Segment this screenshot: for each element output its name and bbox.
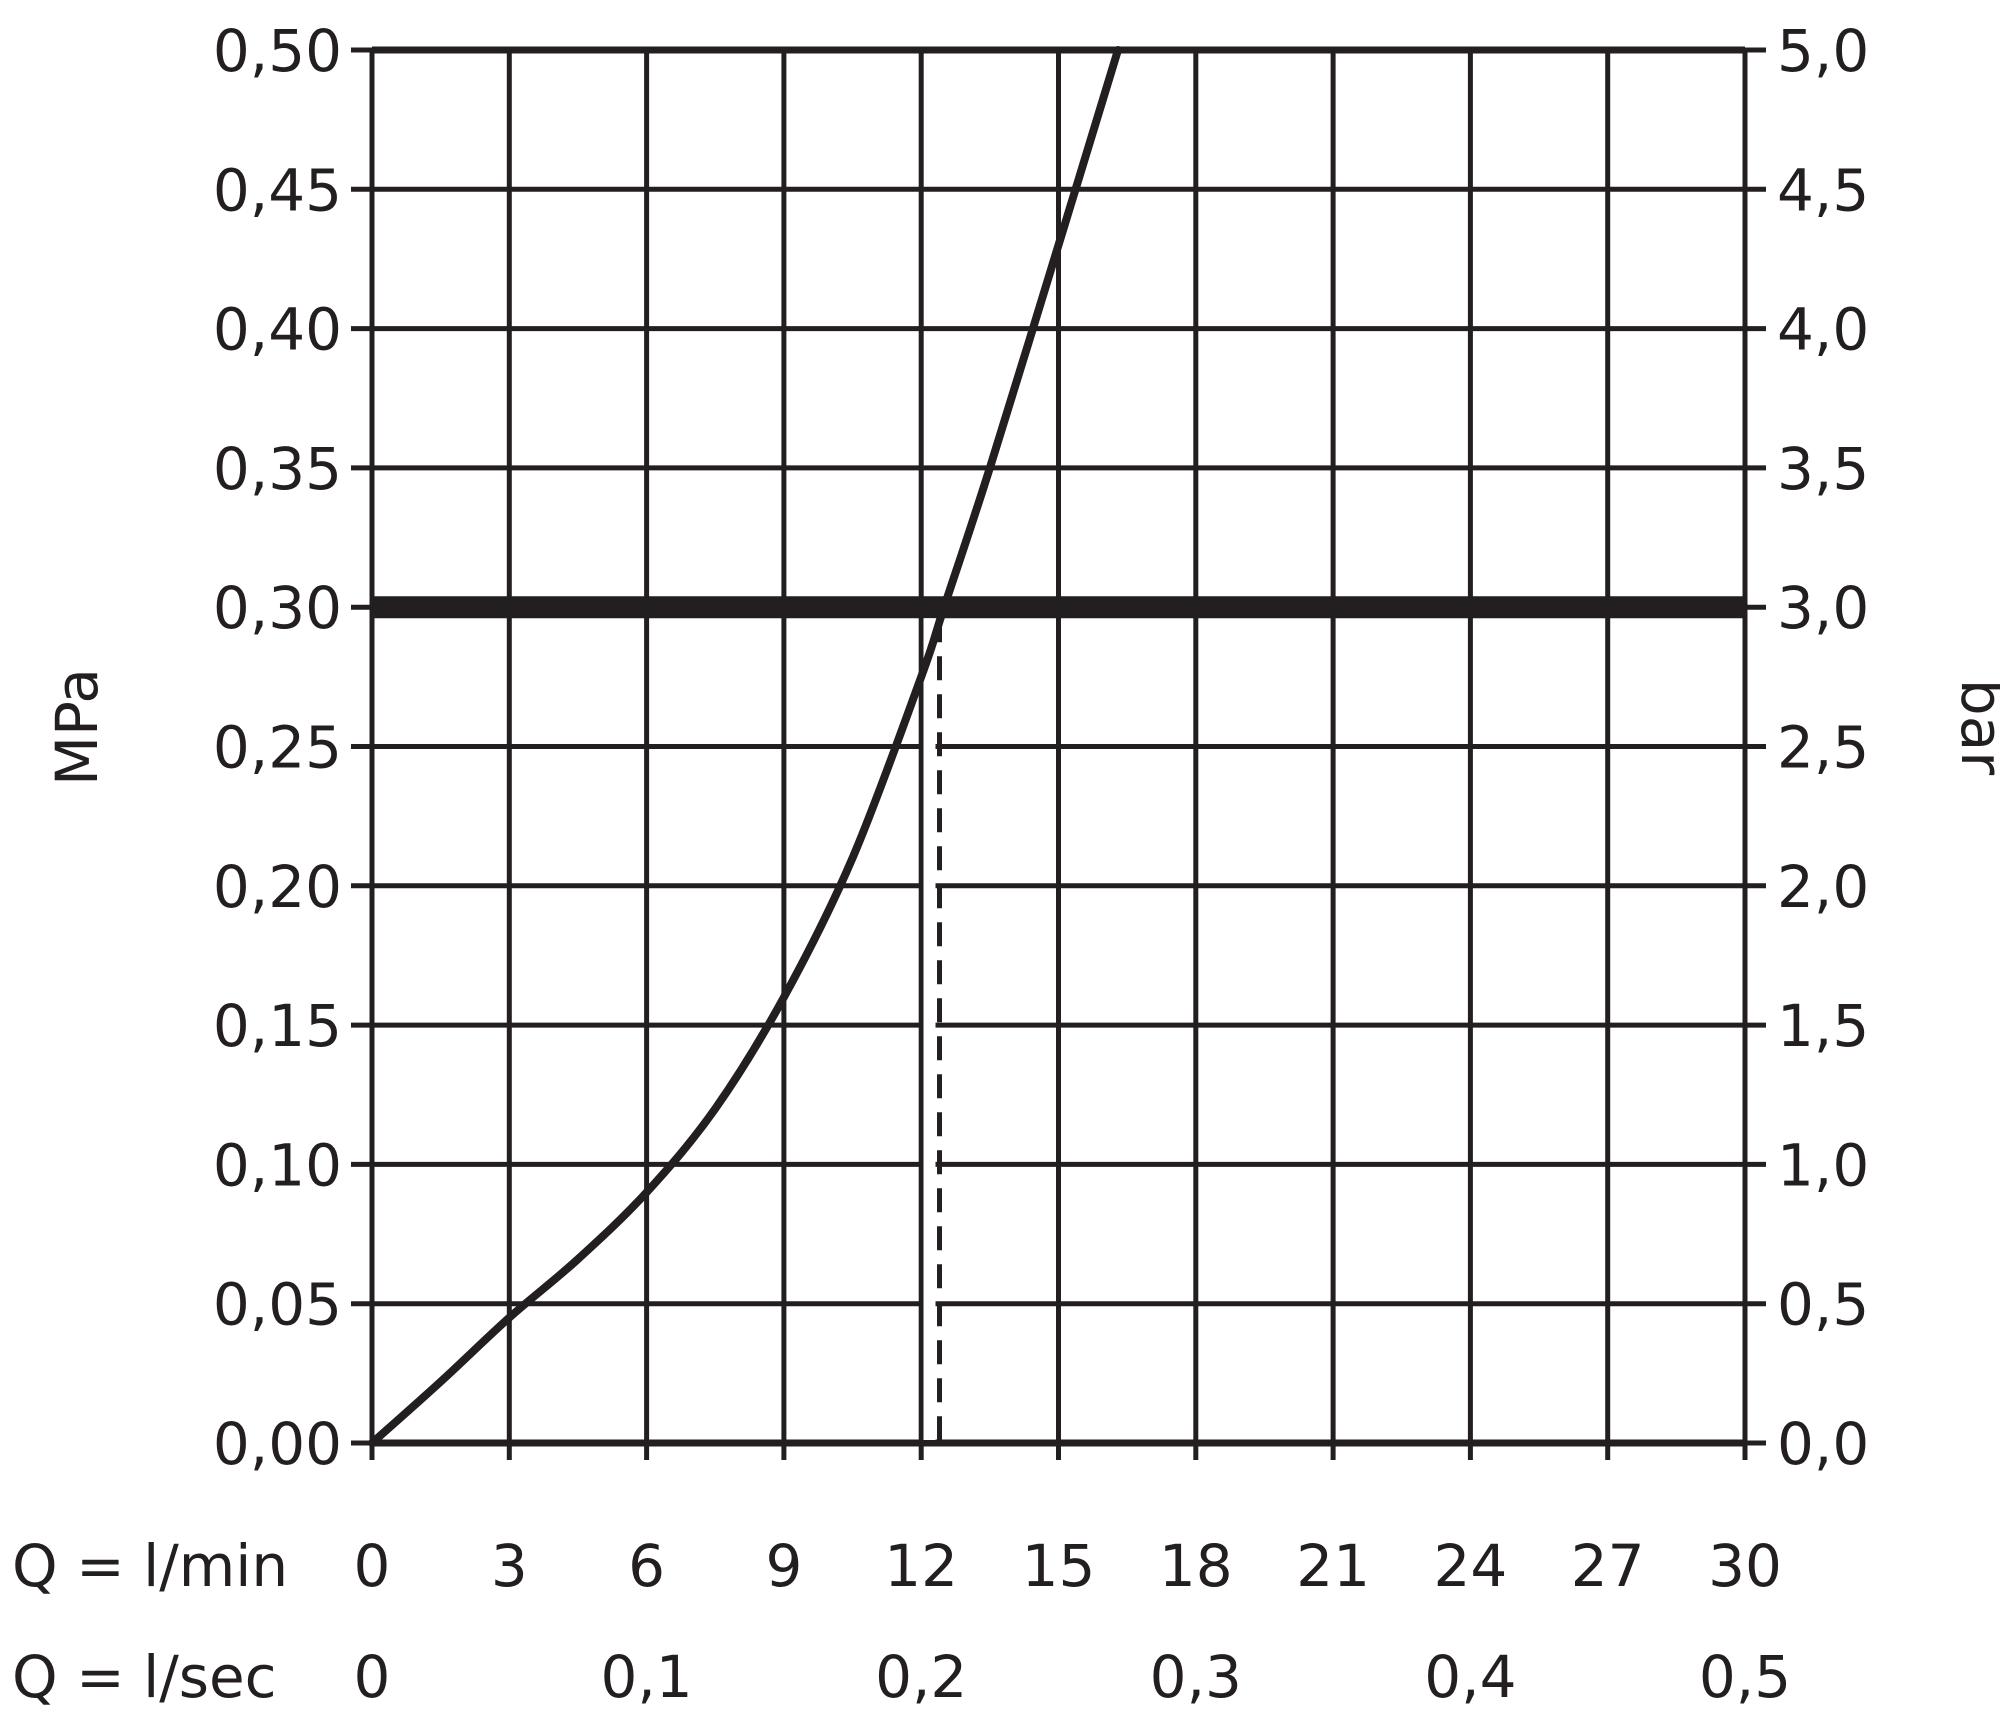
- x-tick-label: 0: [354, 1532, 391, 1600]
- x-secondary-tick-label: 0,4: [1424, 1643, 1516, 1711]
- x-secondary-tick-label: 0,1: [600, 1643, 692, 1711]
- y-right-tick-label: 1,5: [1777, 992, 1869, 1060]
- x-tick-label: 3: [491, 1532, 528, 1600]
- y-left-tick-label: 0,35: [213, 435, 342, 503]
- y-right-tick-label: 2,5: [1777, 714, 1869, 782]
- y-right-tick-label: 1,0: [1777, 1131, 1869, 1199]
- x-tick-label: 18: [1159, 1532, 1233, 1600]
- marker-line-group: [923, 618, 943, 1440]
- x-secondary-tick-label: 0: [354, 1643, 391, 1711]
- y-right-tick-label: 0,5: [1777, 1271, 1869, 1339]
- x-tick-label: 9: [765, 1532, 802, 1600]
- y-left-tick-label: 0,45: [213, 156, 342, 224]
- right-axis-title: bar: [1948, 679, 2000, 775]
- left-axis-title: MPa: [43, 668, 111, 786]
- y-left-tick-label: 0,15: [213, 992, 342, 1060]
- curve-group: [368, 46, 1122, 1447]
- y-right-tick-label: 3,5: [1777, 435, 1869, 503]
- y-left-tick-label: 0,10: [213, 1131, 342, 1199]
- x-secondary-tick-label: 0,2: [875, 1643, 967, 1711]
- x-tick-label: 15: [1022, 1532, 1096, 1600]
- flow-curve: [368, 46, 1122, 1447]
- grid-lines: [351, 46, 1766, 1460]
- x-tick-label: 30: [1708, 1532, 1782, 1600]
- y-right-tick-label: 5,0: [1777, 17, 1869, 85]
- y-right-tick-label: 0,0: [1777, 1410, 1869, 1478]
- x-tick-label: 6: [628, 1532, 665, 1600]
- x-tick-label: 21: [1296, 1532, 1370, 1600]
- x-axis-secondary-title: Q = l/sec: [12, 1643, 277, 1711]
- tick-labels: 0 3 6 9 12 15 18 21 24 27 30 0 0,1 0,2 0,3 0,4 0,5 0,00 0,…: [213, 17, 1869, 1711]
- y-left-tick-label: 0,30: [213, 574, 342, 642]
- y-left-tick-label: 0,20: [213, 853, 342, 921]
- y-left-tick-label: 0,50: [213, 17, 342, 85]
- x-secondary-tick-label: 0,5: [1699, 1643, 1791, 1711]
- y-right-tick-label: 4,0: [1777, 296, 1869, 364]
- x-axis-primary-title: Q = l/min: [12, 1532, 288, 1600]
- y-right-tick-label: 2,0: [1777, 853, 1869, 921]
- x-tick-label: 24: [1433, 1532, 1507, 1600]
- y-right-tick-label: 3,0: [1777, 574, 1869, 642]
- y-left-tick-label: 0,00: [213, 1410, 342, 1478]
- y-left-tick-label: 0,25: [213, 714, 342, 782]
- x-tick-label: 12: [884, 1532, 958, 1600]
- y-right-tick-label: 4,5: [1777, 156, 1869, 224]
- x-tick-label: 27: [1571, 1532, 1645, 1600]
- x-secondary-tick-label: 0,3: [1150, 1643, 1242, 1711]
- y-left-tick-label: 0,05: [213, 1271, 342, 1339]
- y-left-tick-label: 0,40: [213, 296, 342, 364]
